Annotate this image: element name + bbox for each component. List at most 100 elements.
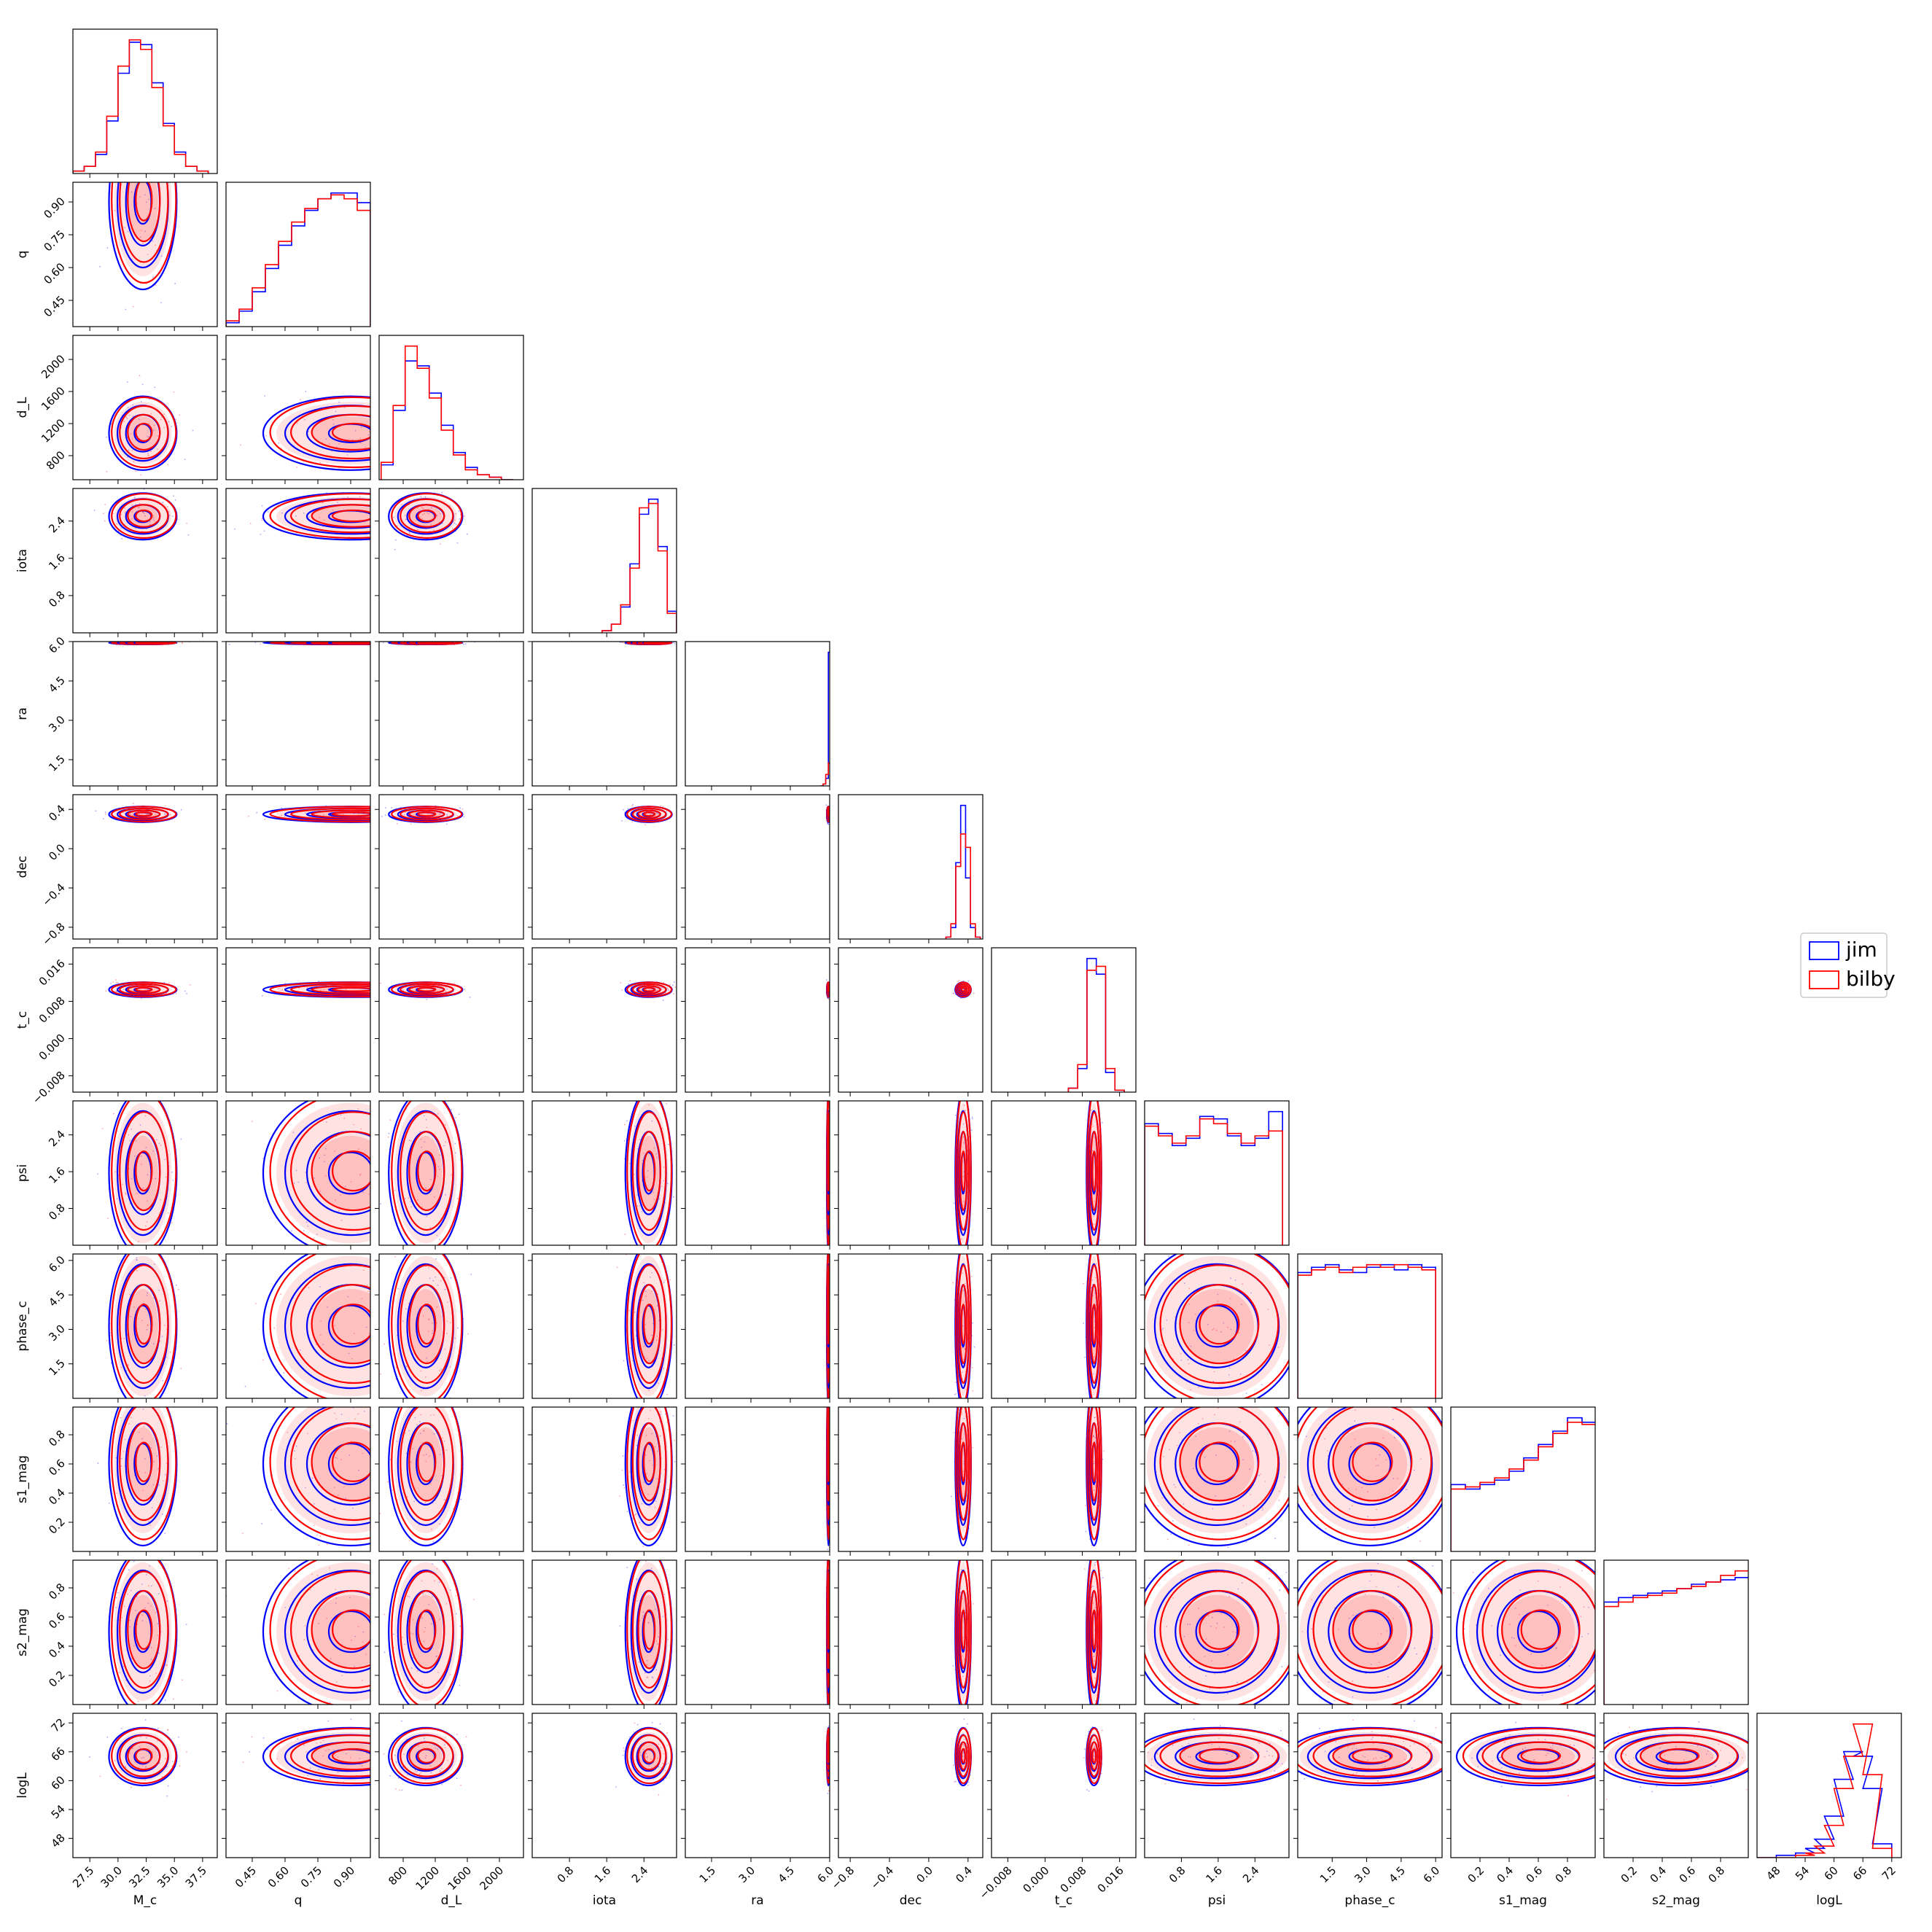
sample-point [1216,1401,1218,1402]
panel-content [244,1254,370,1398]
sample-point [333,1487,335,1489]
panel-frame [531,1100,677,1246]
sample-point [137,1700,139,1702]
contour-bilby [391,493,463,539]
sample-point [168,1245,169,1247]
sample-point [629,980,631,981]
sample-point [316,1574,319,1576]
sample-point [371,1574,373,1575]
contour-bilby [408,809,445,819]
sample-point [267,510,269,513]
sample-point [173,391,175,393]
sample-point [1094,1277,1097,1279]
sample-point [380,537,381,539]
sample-point [963,1417,965,1419]
contour-bilby [290,983,370,996]
panel-frame [838,1100,983,1246]
panel-frame [225,1559,371,1705]
sample-point [426,1215,428,1218]
sample-point [136,146,137,147]
sample-point [667,988,669,990]
sample-point [650,814,651,816]
sample-point [153,1343,155,1345]
sample-point [152,429,155,432]
sample-point [147,455,149,457]
sample-point [150,1659,152,1661]
panel-frame [225,488,371,634]
sample-point [297,1660,298,1662]
sample-point [133,144,135,145]
panel-frame [378,1559,524,1705]
sample-point [1234,1441,1236,1442]
sample-point [334,1150,336,1153]
sample-point [187,534,190,536]
sample-point [440,543,441,545]
sample-point [1284,1476,1285,1479]
sample-point [639,1204,641,1207]
sample-point [300,399,302,401]
panel-frame [1144,1100,1290,1246]
contour-bilby [135,509,153,523]
sample-point [634,812,636,814]
sample-point [424,1501,426,1503]
sample-point [359,442,362,444]
panel-content [1083,1254,1102,1398]
sample-point [468,1369,470,1371]
contour-bilby [1089,1422,1099,1502]
sample-point [126,142,128,144]
sample-point [645,1295,647,1297]
sample-point [635,1513,637,1515]
sample-point [160,302,162,304]
panel-content [1067,957,1125,1092]
contour-bilby [827,1609,830,1650]
sample-point [420,1138,422,1140]
density-core [1179,1288,1255,1364]
contour-bilby [119,405,169,460]
sample-point [115,991,117,992]
sample-point [270,1733,272,1734]
sample-point [646,1176,648,1178]
density-core [409,1135,443,1211]
sample-point [634,1514,636,1516]
sample-point [136,1259,138,1261]
sample-point [131,1177,133,1180]
sample-point [153,519,155,521]
sample-point [1210,1660,1212,1662]
sample-point [161,1251,163,1253]
sample-point [318,1622,320,1624]
sample-point [181,642,183,644]
sample-point [953,992,954,994]
contour-bilby [827,1304,830,1345]
sample-point [107,1246,109,1247]
sample-point [436,1403,437,1404]
sample-point [1278,1499,1280,1501]
sample-point [125,308,127,311]
sample-point [150,160,152,162]
sample-point [306,1433,308,1435]
sample-point [1178,1432,1180,1434]
sample-point [394,548,396,550]
sample-point [962,1175,965,1177]
contour-bilby [332,642,370,644]
sample-point [285,986,287,988]
hist-jim-psi [1145,1110,1283,1245]
contour-bilby [135,422,153,443]
panel-frame [1450,1406,1596,1552]
sample-point [460,1498,462,1500]
sample-point [295,515,297,517]
sample-point [963,1608,965,1609]
sample-point [827,1068,828,1070]
sample-point [165,1553,167,1554]
sample-point [624,1234,626,1236]
sample-point [144,1395,146,1397]
sample-point [354,1418,356,1420]
sample-point [184,990,186,992]
sample-point [439,1454,441,1455]
sample-point [1180,1359,1183,1361]
sample-point [338,443,340,445]
panel-content [616,1254,675,1398]
sample-point [295,1445,297,1447]
sample-point [827,1402,829,1403]
sample-point [159,162,160,163]
